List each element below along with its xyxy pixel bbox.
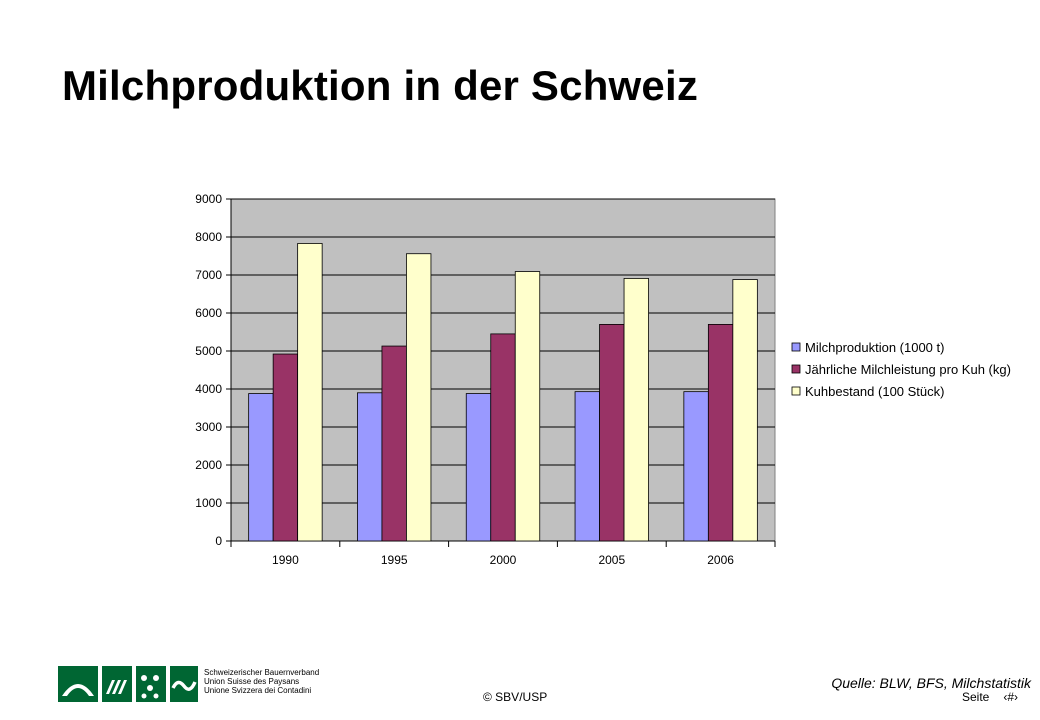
org-name-fr: Union Suisse des Paysans (204, 677, 300, 686)
y-tick-label: 4000 (195, 382, 222, 396)
page-number: ‹#› (1003, 690, 1019, 704)
bar (707, 323, 734, 542)
page-title: Milchproduktion in der Schweiz (62, 62, 699, 109)
bar (381, 345, 407, 542)
page-indicator: Seite ‹#› (962, 690, 1018, 704)
y-tick-label: 2000 (195, 458, 222, 472)
bar (406, 253, 432, 542)
bar (514, 271, 541, 542)
org-name-it: Unione Svizzera dei Contadini (204, 686, 312, 695)
x-tick-label: 2000 (490, 553, 517, 567)
x-tick-label: 2005 (598, 553, 625, 567)
page-label: Seite (962, 690, 990, 704)
y-tick-label: 6000 (195, 306, 222, 320)
legend-label: Jährliche Milchleistung pro Kuh (kg) (805, 362, 1011, 377)
bar (272, 353, 299, 542)
legend-swatch (791, 342, 801, 352)
y-tick-label: 5000 (195, 344, 222, 358)
y-tick-label: 9000 (195, 192, 222, 206)
x-tick-label: 2006 (707, 553, 734, 567)
bar (297, 243, 323, 542)
legend-swatch (791, 364, 801, 374)
legend-swatch (791, 386, 801, 396)
bar (490, 333, 516, 542)
organization-names: Schweizerischer Bauernverband Union Suis… (204, 668, 319, 695)
y-tick-label: 8000 (195, 230, 222, 244)
y-tick-label: 7000 (195, 268, 222, 282)
x-tick-label: 1995 (381, 553, 408, 567)
bar (732, 279, 758, 542)
bar (623, 278, 649, 542)
bar (357, 392, 383, 542)
org-name-de: Schweizerischer Bauernverband (204, 668, 320, 677)
bar (465, 393, 492, 542)
bar (248, 393, 274, 542)
x-tick-label: 1990 (272, 553, 299, 567)
bar (574, 391, 600, 542)
sbv-logo-icon (58, 666, 198, 702)
source-note: Quelle: BLW, BFS, Milchstatistik (831, 675, 1031, 691)
copyright: © SBV/USP (483, 690, 548, 704)
legend-label: Kuhbestand (100 Stück) (805, 384, 944, 399)
bar (683, 391, 709, 542)
legend-label: Milchproduktion (1000 t) (805, 340, 944, 355)
y-tick-label: 0 (215, 534, 222, 548)
y-tick-label: 1000 (195, 496, 222, 510)
y-tick-label: 3000 (195, 420, 222, 434)
bar (599, 323, 625, 542)
